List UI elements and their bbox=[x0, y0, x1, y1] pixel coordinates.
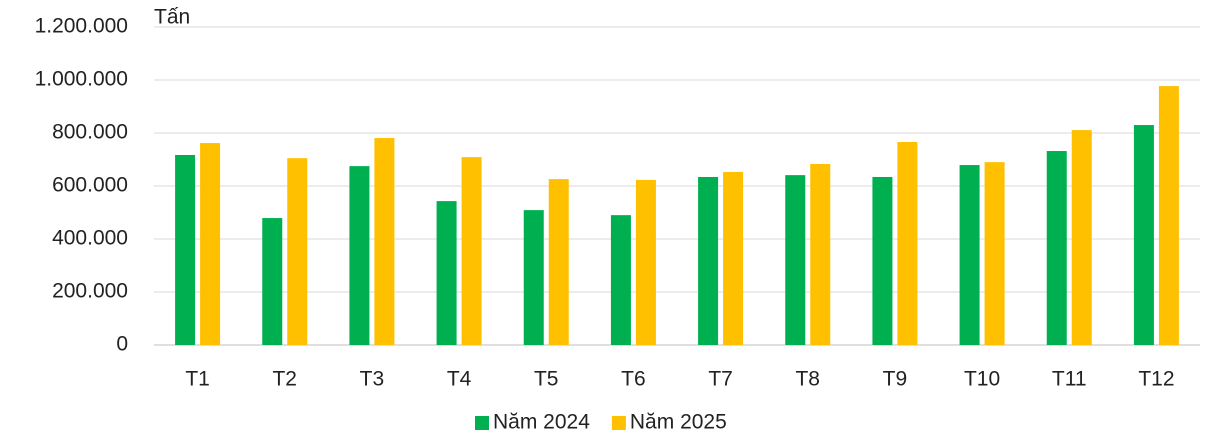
bar bbox=[785, 175, 806, 345]
x-tick-label: T1 bbox=[185, 368, 210, 391]
y-tick-label: 600.000 bbox=[52, 174, 128, 197]
legend-swatch bbox=[475, 416, 489, 430]
y-tick-label: 1.000.000 bbox=[35, 68, 128, 91]
unit-label: Tấn bbox=[154, 6, 190, 29]
x-tick-label: T3 bbox=[360, 368, 385, 391]
bar bbox=[723, 171, 744, 345]
bar bbox=[461, 157, 482, 345]
legend-label: Năm 2025 bbox=[630, 411, 727, 434]
x-tick-label: T7 bbox=[708, 368, 733, 391]
bar bbox=[1133, 125, 1154, 345]
bar bbox=[175, 154, 196, 345]
bar bbox=[523, 210, 544, 345]
bar bbox=[200, 143, 221, 345]
x-tick-label: T8 bbox=[795, 368, 820, 391]
bar bbox=[810, 164, 831, 345]
bar bbox=[610, 215, 631, 345]
x-tick-label: T5 bbox=[534, 368, 559, 391]
y-tick-label: 1.200.000 bbox=[35, 15, 128, 38]
bar bbox=[1046, 151, 1067, 345]
bar bbox=[984, 162, 1005, 345]
x-tick-label: T11 bbox=[1052, 368, 1087, 391]
bar bbox=[1158, 86, 1179, 345]
y-tick-label: 400.000 bbox=[52, 227, 128, 250]
bar bbox=[872, 176, 893, 345]
legend-swatch bbox=[611, 416, 626, 430]
x-tick-label: T6 bbox=[621, 368, 646, 391]
bar bbox=[349, 166, 370, 345]
bar bbox=[548, 179, 569, 345]
bar bbox=[635, 179, 656, 345]
x-tick-label: T4 bbox=[447, 368, 472, 391]
x-tick-label: T12 bbox=[1138, 368, 1174, 391]
x-tick-label: T9 bbox=[883, 368, 908, 391]
y-tick-label: 800.000 bbox=[52, 121, 128, 144]
bar bbox=[698, 176, 719, 345]
bar bbox=[959, 165, 980, 345]
bar bbox=[262, 218, 283, 345]
legend-label: Năm 2024 bbox=[493, 411, 590, 434]
y-tick-label: 200.000 bbox=[52, 280, 128, 303]
bar bbox=[436, 201, 457, 345]
bar bbox=[287, 158, 308, 345]
y-tick-label: 0 bbox=[116, 333, 128, 356]
x-tick-label: T2 bbox=[272, 368, 297, 391]
x-tick-label: T10 bbox=[964, 368, 1000, 391]
bar bbox=[374, 138, 395, 345]
bar bbox=[1071, 130, 1092, 345]
bar bbox=[897, 142, 918, 345]
